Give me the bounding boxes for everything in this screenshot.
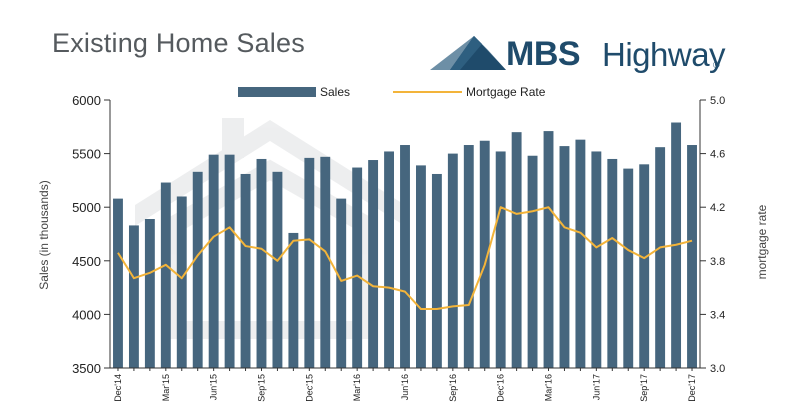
sales-bar — [527, 155, 538, 368]
brand-name-regular: Highway — [602, 36, 726, 73]
sales-bar — [160, 182, 171, 368]
sales-bar — [607, 158, 618, 368]
sales-bar — [639, 164, 650, 368]
sales-bar — [113, 198, 123, 368]
x-axis-labels: Dec'14 Mar'15 Jun'15 Sep'15 Dec'15 Mar'16 Jun'… — [113, 374, 697, 402]
x-tick-label: Dec'17 — [687, 374, 697, 402]
x-tick-label: Jun'15 — [209, 374, 219, 400]
x-tick-label: Jun'16 — [400, 374, 410, 400]
legend-sales-swatch — [238, 87, 316, 97]
registered-mark: ® — [713, 60, 720, 70]
y-axis-right-label: mortgage rate — [755, 204, 769, 279]
sales-bar — [336, 198, 347, 368]
sales-bar — [416, 165, 426, 368]
sales-bar — [447, 153, 458, 368]
sales-bar — [543, 131, 554, 368]
mountain-logo-icon — [430, 36, 506, 70]
x-tick-label: Sep'16 — [448, 374, 458, 402]
sales-bar — [176, 196, 187, 368]
house-watermark — [135, 118, 405, 339]
chart-title: Existing Home Sales — [52, 28, 305, 58]
x-tick-label: Jun'17 — [591, 374, 601, 400]
sales-bar — [687, 145, 697, 368]
sales-bar — [272, 171, 283, 368]
sales-bar — [384, 151, 394, 368]
sales-bar — [288, 232, 299, 368]
sales-bar — [144, 218, 155, 368]
x-tick-label: Dec'16 — [496, 374, 506, 402]
y-right-tick-label: 3.0 — [710, 363, 725, 375]
x-tick-label: Mar'16 — [544, 374, 554, 401]
sales-bar — [495, 151, 506, 368]
y-right-tick-label: 3.8 — [710, 256, 725, 268]
y-left-tick-label: 6000 — [72, 93, 101, 108]
sales-bar — [240, 173, 251, 368]
sales-bar — [368, 160, 379, 368]
x-tick-label: Dec'15 — [304, 374, 314, 402]
sales-bar — [479, 140, 490, 368]
x-tick-label: Mar'15 — [161, 374, 171, 401]
sales-bar — [256, 158, 267, 368]
sales-bar — [208, 154, 219, 368]
y-left-tick-label: 4500 — [72, 254, 101, 269]
sales-bar — [304, 157, 315, 368]
axes: 3500 4000 4500 5000 5500 6000 3.0 3.4 3.8 4.2 4.6 5… — [72, 93, 725, 376]
sales-bar — [623, 168, 634, 368]
y-right-tick-label: 4.2 — [710, 202, 725, 214]
sales-bar — [320, 156, 331, 368]
sales-bars — [113, 122, 697, 368]
y-right-tick-label: 4.6 — [710, 149, 725, 161]
sales-bar — [400, 145, 410, 368]
sales-bar — [463, 145, 474, 368]
mortgage-rate-line — [117, 206, 693, 311]
sales-bar — [352, 167, 363, 368]
sales-bar — [511, 132, 522, 368]
x-tick-label: Sep'17 — [639, 374, 649, 402]
sales-bar — [575, 139, 586, 368]
y-axis-left-label: Sales (in thousands) — [37, 180, 51, 289]
x-tick-label: Mar'16 — [352, 374, 362, 401]
sales-bar — [559, 146, 570, 368]
sales-bar — [431, 173, 442, 368]
y-right-tick-label: 3.4 — [710, 309, 725, 321]
brand-logo: MBS Highway ® — [430, 30, 730, 80]
sales-bar — [192, 171, 203, 368]
sales-bar — [224, 154, 235, 368]
y-right-tick-label: 5.0 — [710, 95, 725, 107]
y-left-tick-label: 5500 — [72, 147, 101, 162]
sales-bar — [128, 225, 139, 368]
x-tick-label: Dec'14 — [113, 374, 123, 402]
legend: Sales Mortgage Rate — [238, 85, 546, 99]
y-left-tick-label: 3500 — [72, 361, 101, 376]
brand-name-bold: MBS — [506, 35, 581, 73]
legend-sales-label: Sales — [320, 85, 350, 99]
x-tick-label: Sep'15 — [257, 374, 267, 402]
y-left-tick-label: 4000 — [72, 307, 101, 322]
sales-bar — [655, 147, 666, 368]
legend-rate-label: Mortgage Rate — [466, 85, 546, 99]
y-left-tick-label: 5000 — [72, 200, 101, 215]
sales-bar — [591, 151, 602, 368]
